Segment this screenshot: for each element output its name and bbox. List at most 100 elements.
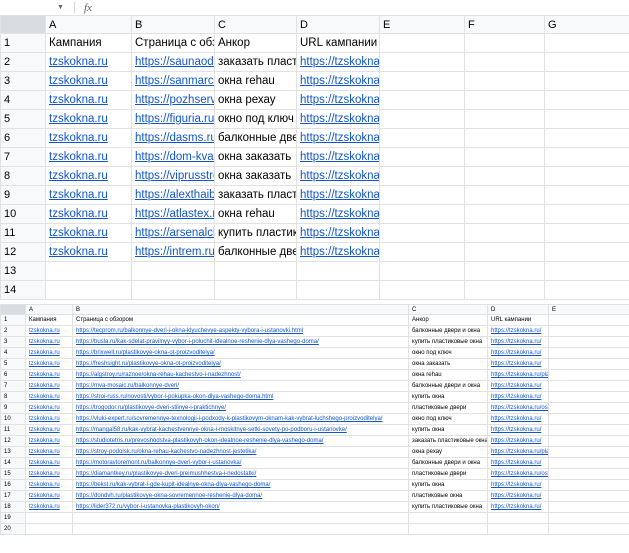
cell-link[interactable]: tzskokna.ru bbox=[49, 94, 108, 106]
cell-link[interactable]: https://tzskokna.ru/ bbox=[491, 328, 542, 334]
sheet-top-cell-F3[interactable] bbox=[464, 71, 545, 91]
sheet-top-cell-E2[interactable] bbox=[379, 52, 465, 72]
sheet-bottom-cell-B16[interactable]: https://bekst.ru/kak-vybrat-i-gde-kupit-… bbox=[72, 479, 409, 491]
sheet-bottom-select-all-corner[interactable] bbox=[0, 304, 26, 315]
sheet-bottom-cell-E8[interactable] bbox=[548, 391, 629, 403]
sheet-top-cell-A1[interactable]: Кампания bbox=[45, 33, 132, 53]
cell-link[interactable]: tzskokna.ru bbox=[29, 339, 60, 345]
cell-link[interactable]: https://tzskokna.ru/ bbox=[300, 189, 379, 201]
sheet-top-row-header-1[interactable]: 1 bbox=[0, 33, 46, 53]
sheet-top-cell-C8[interactable]: окна заказать bbox=[214, 166, 297, 186]
sheet-bottom-cell-E11[interactable] bbox=[548, 424, 629, 436]
sheet-bottom-row-header-9[interactable]: 9 bbox=[0, 402, 26, 414]
sheet-bottom-cell-C5[interactable]: окна заказать bbox=[408, 358, 488, 370]
cell-link[interactable]: https://tzskokna.ru/ bbox=[491, 504, 542, 510]
sheet-top-select-all-corner[interactable] bbox=[0, 15, 46, 34]
sheet-top-cell-E10[interactable] bbox=[379, 204, 465, 224]
sheet-top-cell-D4[interactable]: https://tzskokna.ru/plastikovye-okna/pro… bbox=[296, 90, 380, 110]
sheet-bottom-cell-A18[interactable]: tzskokna.ru bbox=[25, 501, 73, 513]
sheet-top-row-header-14[interactable]: 14 bbox=[0, 280, 46, 300]
cell-link[interactable]: tzskokna.ru bbox=[29, 482, 60, 488]
sheet-bottom-row-header-17[interactable]: 17 bbox=[0, 490, 26, 502]
sheet-bottom-cell-E9[interactable] bbox=[548, 402, 629, 414]
sheet-bottom-cell-C16[interactable]: купить окна bbox=[408, 479, 488, 491]
sheet-top-cell-F14[interactable] bbox=[464, 280, 545, 300]
sheet-bottom-cell-E19[interactable] bbox=[548, 512, 629, 524]
sheet-bottom-column-header-B[interactable]: B bbox=[72, 304, 409, 315]
sheet-bottom-cell-E20[interactable] bbox=[548, 523, 629, 535]
sheet-top-cell-A12[interactable]: tzskokna.ru bbox=[45, 242, 132, 262]
sheet-top-cell-E9[interactable] bbox=[379, 185, 465, 205]
sheet-bottom-cell-A13[interactable]: tzskokna.ru bbox=[25, 446, 73, 458]
sheet-top-cell-C10[interactable]: окна rehau bbox=[214, 204, 297, 224]
sheet-top-cell-F13[interactable] bbox=[464, 261, 545, 281]
sheet-bottom-cell-D1[interactable]: URL кампании bbox=[487, 314, 549, 326]
sheet-bottom-cell-B6[interactable]: https://algstroy.ru/raznoe/okna-rehau-ka… bbox=[72, 369, 409, 381]
sheet-top-cell-F1[interactable] bbox=[464, 33, 545, 53]
sheet-bottom-cell-A8[interactable]: tzskokna.ru bbox=[25, 391, 73, 403]
sheet-top-cell-G10[interactable] bbox=[544, 204, 629, 224]
sheet-bottom-row-header-11[interactable]: 11 bbox=[0, 424, 26, 436]
sheet-bottom-cell-D15[interactable]: https://tzskokna.ru/osteklenie-kottedzhe… bbox=[487, 468, 549, 480]
sheet-bottom-cell-B18[interactable]: https://lider372.ru/vybor-i-ustanovka-pl… bbox=[72, 501, 409, 513]
sheet-bottom-cell-D10[interactable]: https://tzskokna.ru/ bbox=[487, 413, 549, 425]
sheet-top-cell-B11[interactable]: https://arsenalcli bbox=[131, 223, 215, 243]
cell-link[interactable]: https://trogodor.ru/plastikovye-dveri-st… bbox=[76, 405, 227, 411]
sheet-top-cell-G2[interactable] bbox=[544, 52, 629, 72]
cell-link[interactable]: tzskokna.ru bbox=[29, 394, 60, 400]
sheet-top-cell-B6[interactable]: https://dasms.ru bbox=[131, 128, 215, 148]
sheet-top-cell-G3[interactable] bbox=[544, 71, 629, 91]
cell-link[interactable]: https://tecprom.ru/balkonnye-dveri-i-okn… bbox=[76, 328, 304, 334]
sheet-bottom-cell-E18[interactable] bbox=[548, 501, 629, 513]
sheet-bottom-cell-C20[interactable] bbox=[408, 523, 488, 535]
sheet-bottom-cell-D5[interactable]: https://tzskokna.ru/ bbox=[487, 358, 549, 370]
sheet-bottom-cell-B2[interactable]: https://tecprom.ru/balkonnye-dveri-i-okn… bbox=[72, 325, 409, 337]
sheet-top-cell-B8[interactable]: https://viprusstro bbox=[131, 166, 215, 186]
cell-link[interactable]: https://tzskokna.ru/ bbox=[491, 460, 542, 466]
cell-link[interactable]: tzskokna.ru bbox=[49, 113, 108, 125]
cell-link[interactable]: https://studiotetris.ru/prevoshodstva-pl… bbox=[76, 438, 324, 444]
sheet-bottom-row-header-5[interactable]: 5 bbox=[0, 358, 26, 370]
sheet-bottom-cell-C14[interactable]: балконные двери и окна bbox=[408, 457, 488, 469]
sheet-bottom-cell-C1[interactable]: Анкор bbox=[408, 314, 488, 326]
sheet-bottom-cell-C13[interactable]: окна рехау bbox=[408, 446, 488, 458]
cell-link[interactable]: tzskokna.ru bbox=[29, 383, 60, 389]
sheet-top-cell-C13[interactable] bbox=[214, 261, 297, 281]
sheet-bottom-cell-D8[interactable]: https://tzskokna.ru/ bbox=[487, 391, 549, 403]
cell-link[interactable]: https://tzskokna.ru/ bbox=[300, 113, 379, 125]
sheet-bottom-cell-A5[interactable]: tzskokna.ru bbox=[25, 358, 73, 370]
sheet-bottom-cell-D13[interactable]: https://tzskokna.ru/plastikovye-okna/pro… bbox=[487, 446, 549, 458]
sheet-bottom-cell-A14[interactable]: tzskokna.ru bbox=[25, 457, 73, 469]
cell-link[interactable]: https://motoravtoremont.ru/balkonnye-dve… bbox=[76, 460, 242, 466]
sheet-bottom-cell-E3[interactable] bbox=[548, 336, 629, 348]
sheet-bottom-cell-D11[interactable]: https://tzskokna.ru/ bbox=[487, 424, 549, 436]
sheet-bottom-cell-B14[interactable]: https://motoravtoremont.ru/balkonnye-dve… bbox=[72, 457, 409, 469]
sheet-top-row-header-2[interactable]: 2 bbox=[0, 52, 46, 72]
sheet-bottom-cell-A6[interactable]: tzskokna.ru bbox=[25, 369, 73, 381]
sheet-top-cell-F9[interactable] bbox=[464, 185, 545, 205]
sheet-bottom-cell-A9[interactable]: tzskokna.ru bbox=[25, 402, 73, 414]
cell-link[interactable]: https://saunaodis bbox=[135, 56, 215, 68]
sheet-top-cell-B7[interactable]: https://dom-kvar bbox=[131, 147, 215, 167]
sheet-bottom-cell-B4[interactable]: https://brixwell.ru/plastikovye-okna-ot-… bbox=[72, 347, 409, 359]
sheet-bottom-cell-E14[interactable] bbox=[548, 457, 629, 469]
sheet-top-cell-G1[interactable] bbox=[544, 33, 629, 53]
sheet-top-cell-E6[interactable] bbox=[379, 128, 465, 148]
cell-link[interactable]: https://sanmarco bbox=[135, 75, 215, 87]
cell-link[interactable]: tzskokna.ru bbox=[29, 372, 60, 378]
sheet-bottom-cell-C12[interactable]: заказать пластиковые окна bbox=[408, 435, 488, 447]
sheet-top-cell-G13[interactable] bbox=[544, 261, 629, 281]
sheet-top-cell-E8[interactable] bbox=[379, 166, 465, 186]
sheet-top-cell-E11[interactable] bbox=[379, 223, 465, 243]
cell-link[interactable]: tzskokna.ru bbox=[49, 227, 108, 239]
sheet-top-cell-G9[interactable] bbox=[544, 185, 629, 205]
cell-link[interactable]: tzskokna.ru bbox=[29, 471, 60, 477]
sheet-top-cell-A4[interactable]: tzskokna.ru bbox=[45, 90, 132, 110]
sheet-top-row-header-4[interactable]: 4 bbox=[0, 90, 46, 110]
sheet-top-cell-A13[interactable] bbox=[45, 261, 132, 281]
sheet-bottom-cell-A16[interactable]: tzskokna.ru bbox=[25, 479, 73, 491]
cell-link[interactable]: https://intrem.ru/ bbox=[135, 246, 215, 258]
sheet-top-cell-F8[interactable] bbox=[464, 166, 545, 186]
sheet-top-cell-B1[interactable]: Страница с обзором bbox=[131, 33, 215, 53]
sheet-bottom-cell-A7[interactable]: tzskokna.ru bbox=[25, 380, 73, 392]
